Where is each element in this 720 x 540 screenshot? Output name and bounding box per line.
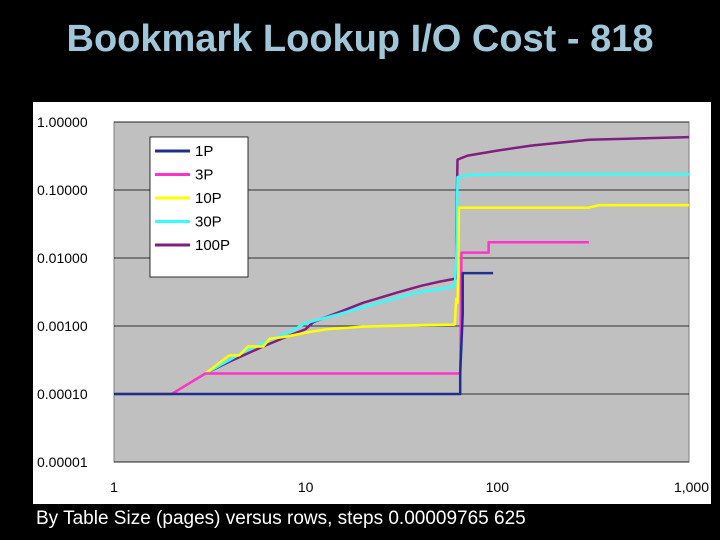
- x-tick-label: 100: [486, 479, 510, 495]
- slide-title: Bookmark Lookup I/O Cost - 818: [66, 18, 654, 60]
- y-tick-label: 1.00000: [37, 114, 88, 130]
- legend-label: 30P: [195, 214, 222, 231]
- x-tick-label: 10: [298, 479, 314, 495]
- legend-label: 100P: [195, 237, 230, 254]
- series-line-3p: [114, 241, 589, 396]
- series-line-10p: [114, 203, 689, 396]
- x-tick-label: 1,000: [674, 479, 709, 495]
- y-tick-label: 0.10000: [37, 182, 88, 198]
- y-tick-label: 0.00010: [37, 386, 88, 402]
- chart-panel: 1.00000 0.10000 0.01000 0.00100 0.00010 0.000…: [33, 102, 711, 504]
- y-tick-label: 0.00100: [37, 318, 88, 334]
- y-tick-label: 0.00001: [37, 454, 88, 470]
- slide-caption: By Table Size (pages) versus rows, steps…: [36, 508, 526, 529]
- legend: [149, 136, 249, 278]
- series-line-100p: [114, 135, 690, 396]
- y-tick-label: 0.01000: [37, 250, 88, 266]
- legend-label: 10P: [195, 190, 222, 207]
- series-line-1p: [114, 271, 494, 396]
- legend-label: 3P: [195, 167, 213, 184]
- x-tick-label: 1: [110, 479, 118, 495]
- series-line-30p: [114, 173, 689, 396]
- legend-label: 1P: [195, 143, 213, 160]
- chart: 1.00000 0.10000 0.01000 0.00100 0.00010 0.000…: [37, 114, 709, 495]
